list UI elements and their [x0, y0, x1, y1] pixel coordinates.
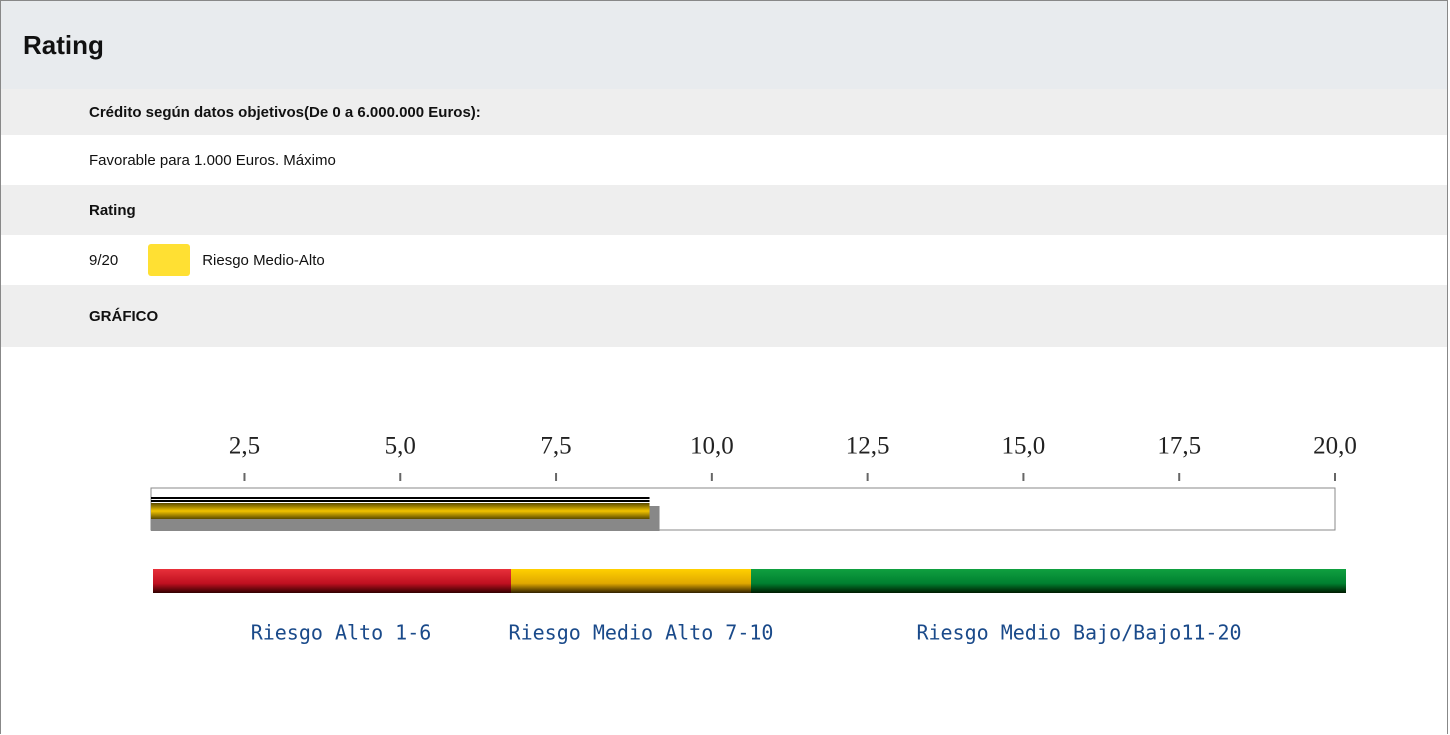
label: Crédito según datos objetivos(De 0 a 6.0…: [89, 103, 481, 121]
bar-line: [151, 497, 650, 499]
x-tick-label: 12,5: [846, 433, 890, 460]
x-tick-label: 15,0: [1002, 433, 1046, 460]
bar: [151, 503, 650, 519]
score: 9/20: [89, 251, 119, 269]
x-tick-label: 7,5: [540, 433, 571, 460]
label: Rating: [89, 201, 136, 219]
label: GRÁFICO: [89, 307, 159, 325]
legend-label: Riesgo Alto 1-6: [251, 621, 432, 645]
color-swatch: [148, 244, 191, 276]
x-tick-label: 5,0: [385, 433, 416, 460]
section-label: Crédito según datos objetivos(De 0 a 6.0…: [1, 89, 1447, 135]
section-label: GRÁFICO: [1, 285, 1447, 347]
section-row: Favorable para 1.000 Euros. Máximo: [1, 135, 1447, 185]
title: Rating: [23, 29, 104, 60]
x-tick-label: 2,5: [229, 433, 260, 460]
bar-line: [151, 500, 650, 502]
x-tick-label: 10,0: [690, 433, 734, 460]
section-label: Rating: [1, 185, 1447, 235]
band: [511, 569, 751, 593]
section-row: 9/20 Riesgo Medio-Alto: [1, 235, 1447, 285]
band: [751, 569, 1346, 593]
header: Rating: [1, 1, 1447, 89]
x-tick-label: 20,0: [1313, 433, 1357, 460]
text: Riesgo Medio-Alto: [202, 251, 325, 269]
x-tick-label: 17,5: [1157, 433, 1201, 460]
legend-label: Riesgo Medio Alto 7-10: [509, 621, 774, 645]
legend-label: Riesgo Medio Bajo/Bajo11-20: [916, 621, 1241, 645]
text: Favorable para 1.000 Euros. Máximo: [89, 151, 336, 169]
band: [153, 569, 511, 593]
